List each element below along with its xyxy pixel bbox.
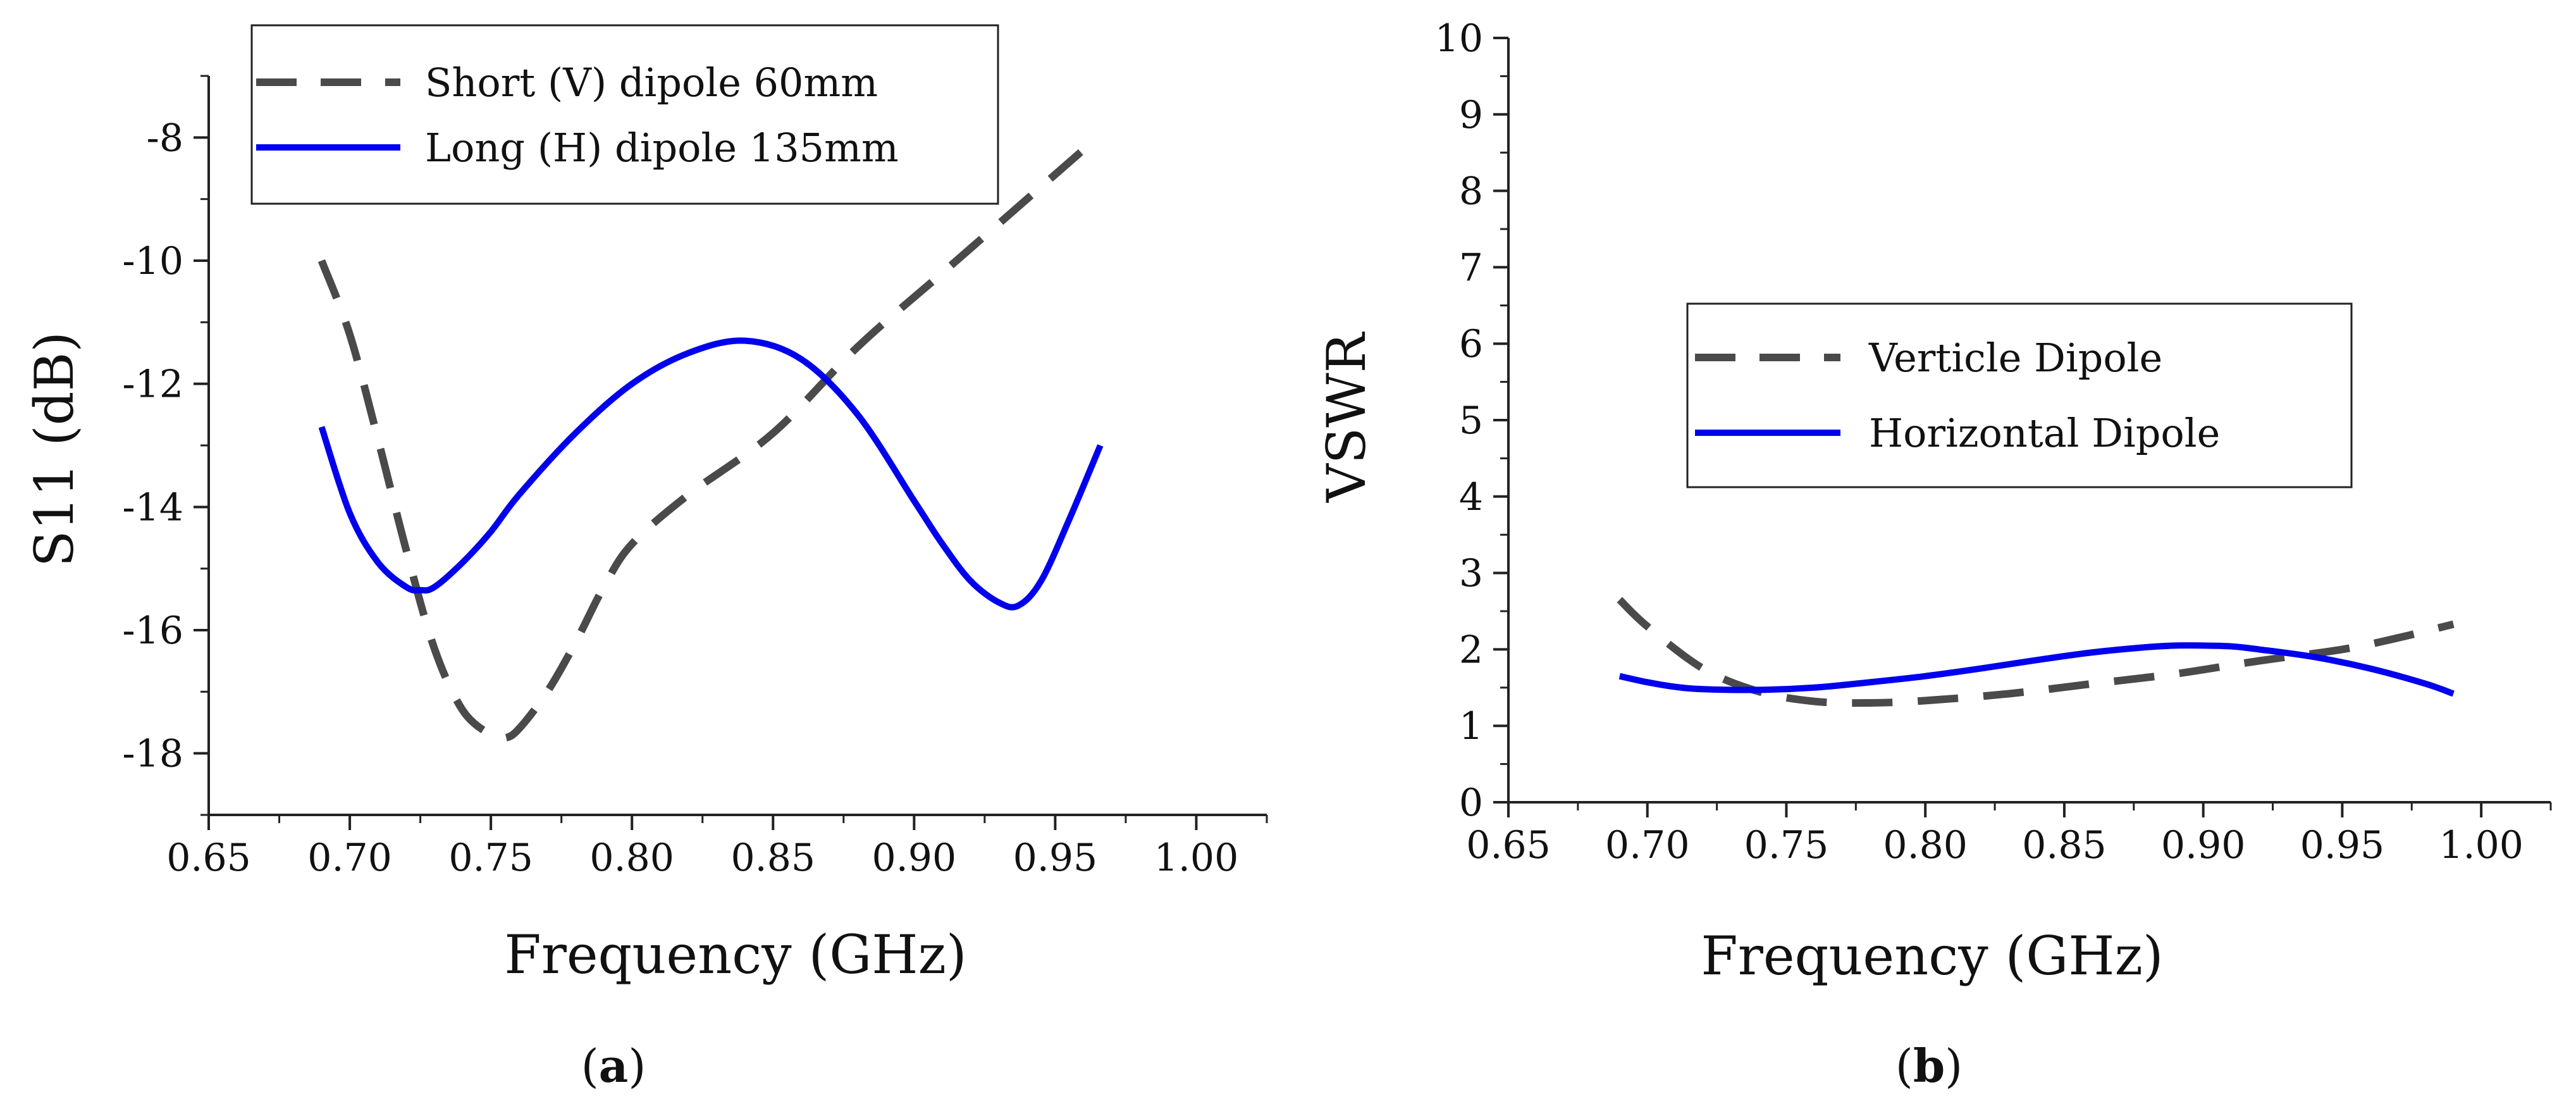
panel-b-y-tick-label: 1	[1459, 704, 1483, 748]
panel-a-y-tick-label: -10	[122, 239, 183, 283]
panel-a-legend-label: Short (V) dipole 60mm	[425, 59, 878, 106]
panel-b-x-tick-label: 0.80	[1883, 823, 1968, 867]
panel-b-y-tick-label: 0	[1459, 781, 1483, 825]
panel-a-y-tick-label: -8	[147, 116, 183, 160]
panel-b-legend-label: Horizontal Dipole	[1869, 410, 2220, 456]
panel-a-series-dashed-line	[317, 134, 1100, 743]
panel-a-x-tick-label: 0.80	[589, 836, 674, 880]
panel-b-x-tick-label: 0.90	[2161, 823, 2246, 867]
panel-a-caption-close-paren: )	[628, 1040, 646, 1093]
panel-a-x-tick-label: 1.00	[1154, 836, 1239, 880]
panel-b-y-axis-title: VSWR	[1316, 331, 1377, 503]
panel-a-y-axis-title: S11 (dB)	[23, 332, 85, 567]
panel-b-vswr-chart: VSWR Frequency (GHz) (b) 0.65 0.70 0.75 0.8…	[1316, 16, 2552, 1093]
panel-a-y-tick-label: -14	[122, 485, 183, 530]
panel-a-x-tick-label: 0.75	[448, 836, 533, 880]
panel-b-y-tick-label: 3	[1459, 552, 1483, 596]
panel-b-x-tick-label: 0.85	[2022, 823, 2107, 867]
panel-b-y-tick-label: 8	[1459, 170, 1483, 214]
panel-b-x-tick-label: 1.00	[2439, 823, 2524, 867]
panel-b-caption-close-paren: )	[1945, 1040, 1963, 1093]
panel-a-x-axis-title: Frequency (GHz)	[504, 924, 966, 986]
panel-b-y-tick-label: 6	[1459, 322, 1483, 366]
panel-a-x-tick-label: 0.85	[730, 836, 815, 880]
panel-a-y-tick-label: -16	[122, 609, 183, 653]
panel-b-y-tick-label: 9	[1459, 93, 1483, 137]
panel-b-y-tick-label: 2	[1459, 628, 1483, 672]
panel-b-y-tick-label: 5	[1459, 399, 1483, 443]
panel-a-y-tick-label: -18	[122, 732, 183, 776]
panel-b-legend-label: Verticle Dipole	[1868, 335, 2162, 381]
panel-a-caption-letter: a	[599, 1039, 629, 1093]
panel-b-series-solid-line	[1618, 642, 2455, 697]
panel-a-x-tick-label: 0.90	[872, 836, 957, 880]
panel-b-x-tick-label: 0.65	[1466, 823, 1551, 867]
panel-a-caption-open-paren: (	[581, 1040, 599, 1093]
panel-a-y-tick-label: -12	[122, 363, 183, 407]
panel-b-x-tick-label: 0.75	[1744, 823, 1829, 867]
panel-b-x-tick-label: 0.95	[2300, 823, 2385, 867]
panel-a-s11-chart: S11 (dB) Frequency (GHz) (a) 0.65 0.70 0.7…	[23, 24, 1268, 1093]
panel-a-legend-box	[250, 24, 999, 205]
panel-a-legend-label: Long (H) dipole 135mm	[425, 125, 899, 171]
panel-b-caption: (b)	[1895, 1039, 1963, 1093]
panel-a-x-tick-label: 0.95	[1013, 836, 1098, 880]
panel-a-x-tick-label: 0.70	[307, 836, 392, 880]
panel-b-series-dashed-line	[1617, 597, 2455, 707]
panel-a-x-tick-label: 0.65	[166, 836, 251, 880]
panel-a-series-solid-line	[318, 337, 1104, 611]
panel-b-legend-box	[1686, 302, 2353, 488]
panel-b-x-tick-label: 0.70	[1605, 823, 1690, 867]
panel-b-y-tick-label: 7	[1459, 245, 1483, 290]
panel-b-y-tick-label: 10	[1435, 16, 1483, 61]
panel-b-x-axis-title: Frequency (GHz)	[1701, 925, 2163, 987]
panel-b-caption-letter: b	[1913, 1039, 1945, 1093]
panel-b-caption-open-paren: (	[1895, 1040, 1913, 1093]
panel-b-y-tick-label: 4	[1459, 475, 1483, 519]
panel-a-caption: (a)	[581, 1039, 646, 1093]
